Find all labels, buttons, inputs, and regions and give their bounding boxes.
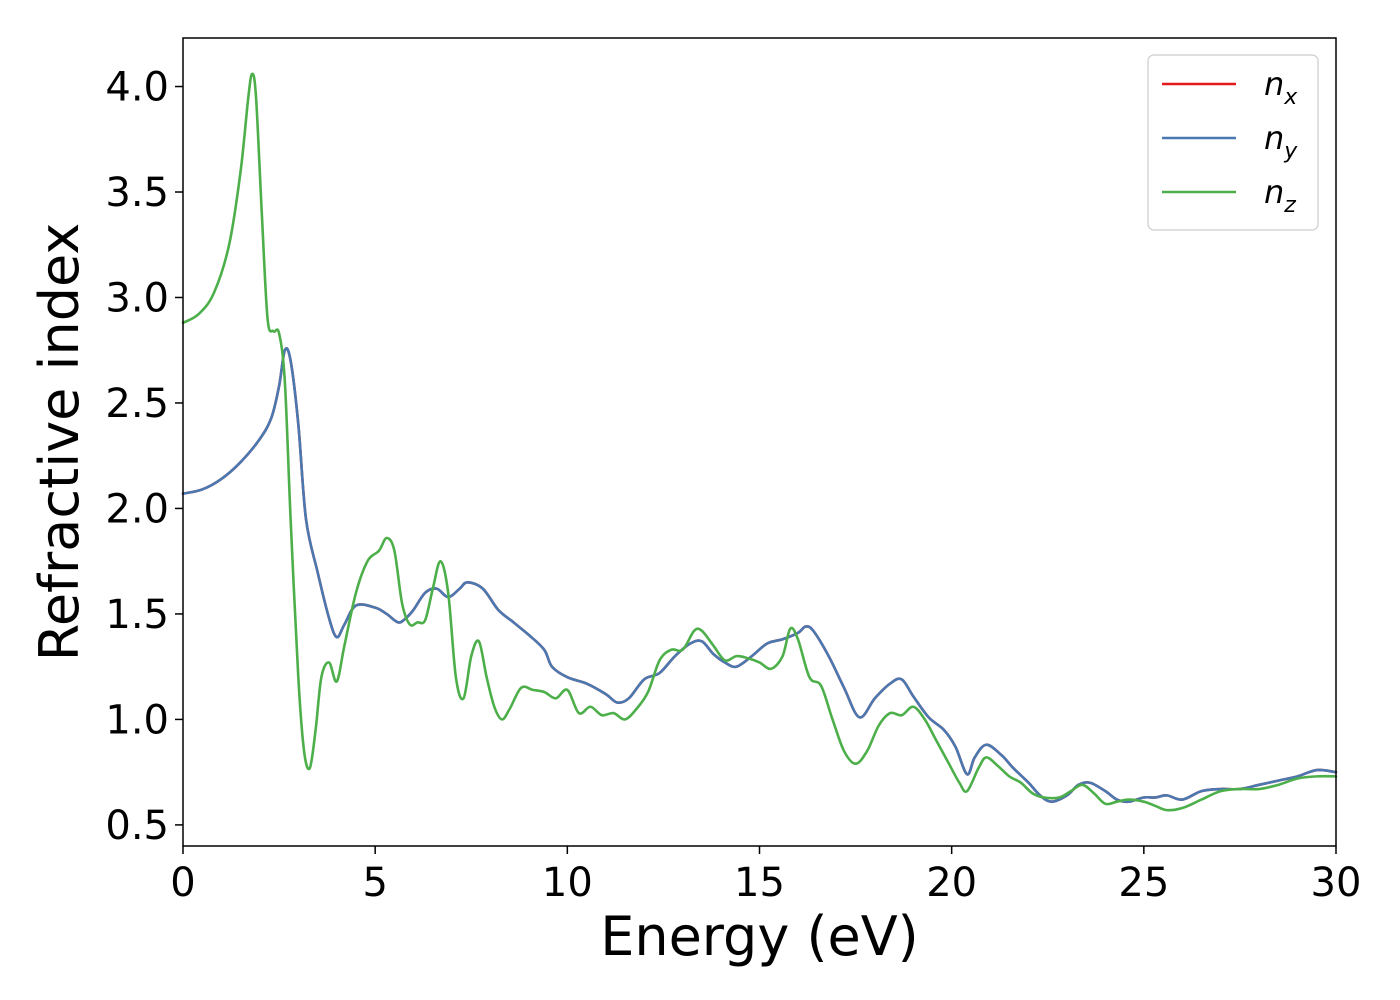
y-tick-label: 3.5 (105, 170, 169, 216)
x-tick-label: 20 (926, 860, 977, 906)
x-tick-label: 0 (170, 860, 195, 906)
legend-label-z: nz (1264, 173, 1296, 218)
plot-lines (181, 72, 1338, 812)
series-line-x (181, 347, 1338, 804)
y-tick-label: 1.5 (105, 592, 169, 638)
x-tick-label: 5 (362, 860, 387, 906)
series-line-z (181, 72, 1338, 812)
x-axis-ticks: 0 5 10 15 20 25 30 (170, 846, 1361, 906)
legend-box (1147, 54, 1319, 231)
y-tick-label: 0.5 (105, 803, 169, 849)
x-tick-label: 10 (542, 860, 593, 906)
x-tick-label: 15 (734, 860, 785, 906)
y-tick-label: 4.0 (105, 65, 169, 111)
y-axis-ticks: 0.5 1.0 1.5 2.0 2.5 3.0 3.5 4.0 (105, 65, 183, 849)
legend: nx ny nz (1147, 54, 1319, 231)
x-axis-title: Energy (eV) (600, 905, 919, 968)
legend-label-y: ny (1264, 119, 1298, 164)
legend-label-x: nx (1264, 65, 1298, 110)
y-axis-title: Refractive index (28, 223, 91, 662)
series-line-y (181, 347, 1338, 804)
y-tick-label: 3.0 (105, 275, 169, 321)
y-tick-label: 2.0 (105, 486, 169, 532)
x-tick-label: 25 (1118, 860, 1169, 906)
x-tick-label: 30 (1311, 860, 1362, 906)
y-tick-label: 2.5 (105, 381, 169, 427)
y-tick-label: 1.0 (105, 697, 169, 743)
